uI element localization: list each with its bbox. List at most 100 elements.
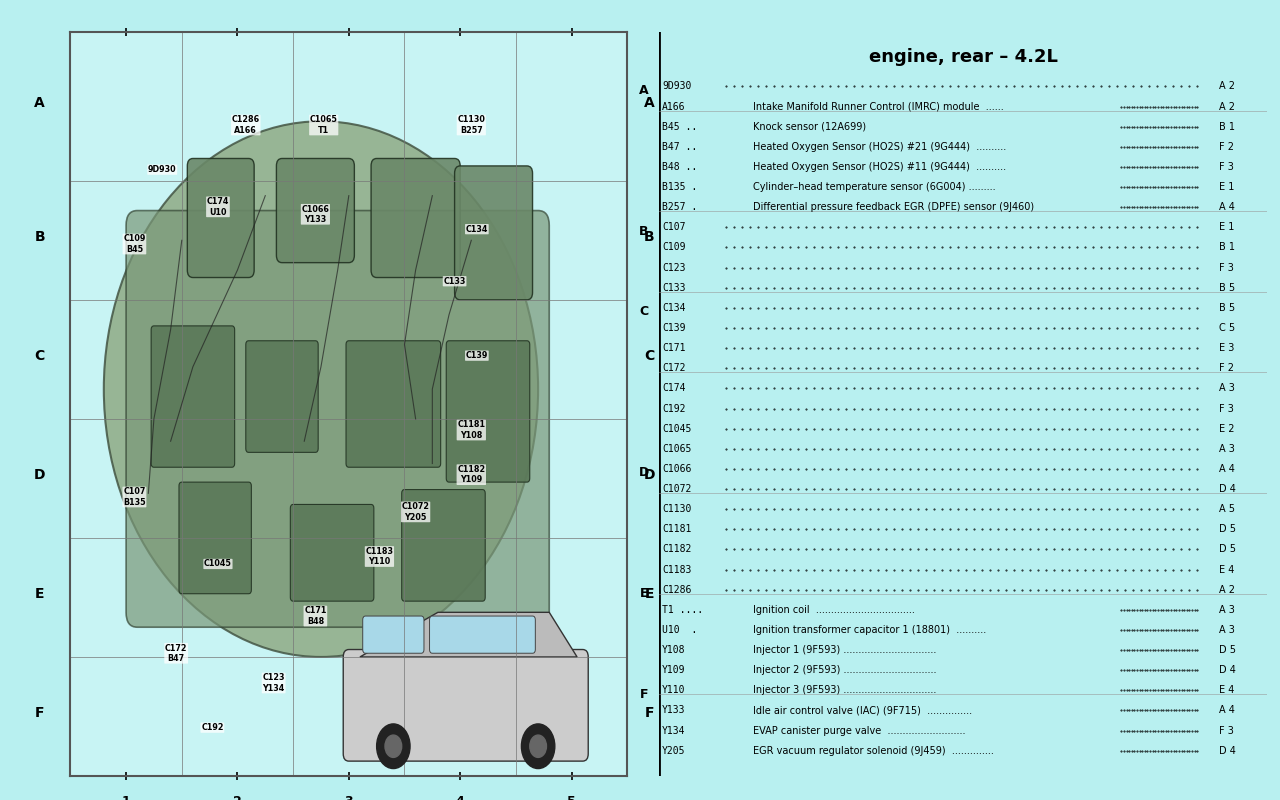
- Text: T1 ....: T1 ....: [662, 605, 704, 615]
- Text: C1130: C1130: [662, 504, 691, 514]
- Text: C: C: [35, 349, 45, 362]
- Text: B: B: [35, 230, 45, 243]
- Text: 5: 5: [567, 794, 576, 800]
- Text: E 1: E 1: [1219, 182, 1234, 192]
- Text: Y133: Y133: [662, 706, 686, 715]
- Text: C1182: C1182: [662, 545, 691, 554]
- Text: Y134: Y134: [662, 726, 686, 736]
- Text: E: E: [640, 587, 648, 600]
- FancyBboxPatch shape: [430, 616, 535, 654]
- Text: C: C: [640, 306, 649, 318]
- Circle shape: [385, 735, 402, 758]
- Circle shape: [530, 735, 547, 758]
- Text: EVAP canister purge valve  ..........................: EVAP canister purge valve ..............…: [754, 726, 966, 736]
- Text: C107: C107: [662, 222, 686, 232]
- Text: B 5: B 5: [1219, 303, 1235, 313]
- Text: Idle air control valve (IAC) (9F715)  ...............: Idle air control valve (IAC) (9F715) ...…: [754, 706, 973, 715]
- Text: D 4: D 4: [1219, 666, 1235, 675]
- Text: Differential pressure feedback EGR (DPFE) sensor (9J460): Differential pressure feedback EGR (DPFE…: [754, 202, 1034, 212]
- Text: Knock sensor (12A699): Knock sensor (12A699): [754, 122, 867, 132]
- Text: C1072: C1072: [662, 484, 691, 494]
- Text: E 4: E 4: [1219, 565, 1234, 574]
- Text: C109: C109: [662, 242, 686, 253]
- FancyBboxPatch shape: [246, 341, 319, 452]
- Text: Injector 3 (9F593) ...............................: Injector 3 (9F593) .....................…: [754, 686, 937, 695]
- Text: C 5: C 5: [1219, 323, 1235, 333]
- Text: C171: C171: [662, 343, 686, 353]
- Text: B135 .: B135 .: [662, 182, 698, 192]
- Text: F: F: [35, 706, 45, 720]
- Text: D: D: [644, 468, 655, 482]
- Text: C139: C139: [466, 351, 488, 360]
- Text: C1182
Y109: C1182 Y109: [457, 465, 485, 484]
- Text: C1183
Y110: C1183 Y110: [365, 547, 393, 566]
- Circle shape: [521, 724, 554, 769]
- Text: E: E: [645, 586, 654, 601]
- Text: B 5: B 5: [1219, 282, 1235, 293]
- Text: Y205: Y205: [662, 746, 686, 756]
- Text: D 5: D 5: [1219, 524, 1235, 534]
- Text: C123: C123: [662, 262, 686, 273]
- Text: C1045: C1045: [204, 559, 232, 569]
- Text: E: E: [35, 586, 45, 601]
- Text: C1183: C1183: [662, 565, 691, 574]
- Text: C1286: C1286: [662, 585, 691, 594]
- Text: Heated Oxygen Sensor (HO2S) #11 (9G444)  ..........: Heated Oxygen Sensor (HO2S) #11 (9G444) …: [754, 162, 1006, 172]
- Text: engine, rear – 4.2L: engine, rear – 4.2L: [869, 48, 1057, 66]
- Text: C1045: C1045: [662, 424, 691, 434]
- Text: F 3: F 3: [1219, 262, 1234, 273]
- Polygon shape: [360, 612, 577, 657]
- Text: E 2: E 2: [1219, 424, 1234, 434]
- Text: C172
B47: C172 B47: [165, 643, 187, 663]
- Text: C192: C192: [662, 403, 686, 414]
- Text: F 3: F 3: [1219, 403, 1234, 414]
- Text: C1181: C1181: [662, 524, 691, 534]
- Text: A 2: A 2: [1219, 585, 1234, 594]
- Text: C1066
Y133: C1066 Y133: [302, 205, 329, 224]
- Text: Heated Oxygen Sensor (HO2S) #21 (9G444)  ..........: Heated Oxygen Sensor (HO2S) #21 (9G444) …: [754, 142, 1006, 152]
- FancyBboxPatch shape: [127, 210, 549, 627]
- Text: C192: C192: [201, 723, 224, 732]
- FancyBboxPatch shape: [371, 158, 461, 278]
- Text: C1065
T1: C1065 T1: [310, 115, 338, 134]
- Text: Cylinder–head temperature sensor (6G004) .........: Cylinder–head temperature sensor (6G004)…: [754, 182, 996, 192]
- Text: C133: C133: [662, 282, 686, 293]
- Text: A 5: A 5: [1219, 504, 1234, 514]
- Text: C139: C139: [662, 323, 686, 333]
- Text: 4: 4: [456, 794, 465, 800]
- Text: C134: C134: [466, 225, 488, 234]
- Text: F: F: [645, 706, 654, 720]
- Text: A: A: [639, 84, 649, 97]
- Text: B257 .: B257 .: [662, 202, 698, 212]
- Text: C171
B48: C171 B48: [305, 606, 326, 626]
- FancyBboxPatch shape: [291, 505, 374, 601]
- Text: B 1: B 1: [1219, 242, 1234, 253]
- Text: Ignition transformer capacitor 1 (18801)  ..........: Ignition transformer capacitor 1 (18801)…: [754, 625, 987, 635]
- Text: D: D: [639, 466, 649, 479]
- FancyBboxPatch shape: [151, 326, 234, 467]
- Text: A 3: A 3: [1219, 383, 1234, 394]
- Text: A 3: A 3: [1219, 444, 1234, 454]
- Text: C133: C133: [443, 277, 466, 286]
- Text: C123
Y134: C123 Y134: [262, 674, 285, 693]
- Text: A: A: [35, 96, 45, 110]
- Text: B: B: [639, 225, 649, 238]
- Text: 3: 3: [344, 794, 353, 800]
- FancyBboxPatch shape: [362, 616, 424, 654]
- Text: 1: 1: [122, 794, 131, 800]
- Text: Y109: Y109: [662, 666, 686, 675]
- Text: C1181
Y108: C1181 Y108: [457, 420, 485, 440]
- Text: Ignition coil  .................................: Ignition coil ..........................…: [754, 605, 915, 615]
- Text: E 4: E 4: [1219, 686, 1234, 695]
- Text: A 3: A 3: [1219, 605, 1234, 615]
- Text: C172: C172: [662, 363, 686, 374]
- Text: 9D930: 9D930: [662, 82, 691, 91]
- Text: Intake Manifold Runner Control (IMRC) module  ......: Intake Manifold Runner Control (IMRC) mo…: [754, 102, 1005, 111]
- FancyBboxPatch shape: [447, 341, 530, 482]
- Text: C174: C174: [662, 383, 686, 394]
- Text: 9D930: 9D930: [148, 165, 177, 174]
- Text: B48 ..: B48 ..: [662, 162, 698, 172]
- Ellipse shape: [104, 122, 538, 657]
- Text: C109
B45: C109 B45: [123, 234, 146, 254]
- Text: F: F: [640, 688, 648, 701]
